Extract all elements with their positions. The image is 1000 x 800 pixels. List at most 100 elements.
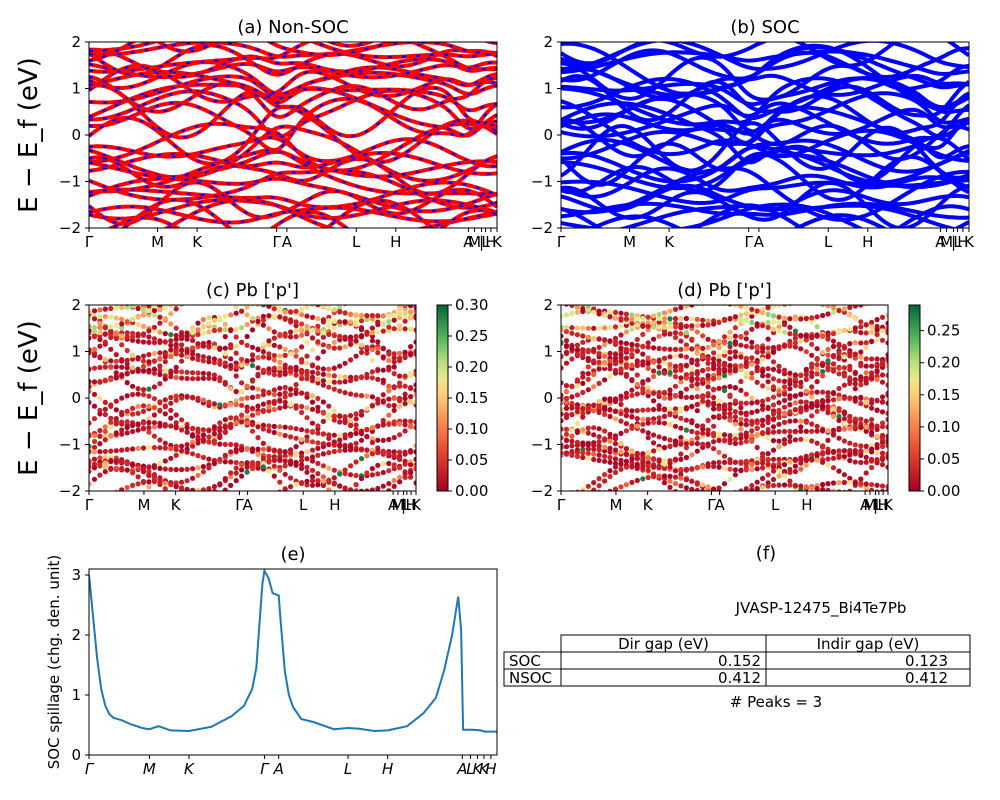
data-point <box>200 469 206 475</box>
colorbar-tick-label: 0.15 <box>455 389 488 407</box>
data-point <box>836 354 842 360</box>
data-point <box>841 448 848 454</box>
data-point <box>711 463 717 469</box>
data-point <box>727 493 732 498</box>
data-point <box>667 361 673 368</box>
data-point <box>402 310 408 316</box>
data-point <box>651 419 657 425</box>
x-tick-label: K <box>472 760 483 778</box>
data-point <box>108 466 114 472</box>
data-point <box>645 320 651 326</box>
data-point <box>798 383 804 390</box>
data-point <box>380 450 386 456</box>
data-point <box>651 373 657 380</box>
table-row-box <box>503 668 971 687</box>
data-point <box>678 338 684 344</box>
data-point <box>402 449 408 455</box>
data-point <box>803 316 809 322</box>
data-point <box>760 417 766 423</box>
data-point <box>651 359 657 365</box>
data-point <box>656 311 662 318</box>
data-point <box>612 351 619 357</box>
data-point <box>814 362 820 368</box>
data-point <box>157 307 163 313</box>
data-point <box>97 325 103 331</box>
data-point <box>596 426 602 432</box>
data-point <box>353 422 359 428</box>
data-point <box>271 306 277 312</box>
data-point <box>97 330 103 336</box>
data-point <box>89 379 92 385</box>
data-point <box>841 438 848 444</box>
data-point <box>397 403 403 409</box>
data-point <box>185 295 190 300</box>
data-point <box>787 418 793 424</box>
data-point <box>108 291 113 296</box>
data-point <box>869 429 875 435</box>
data-point <box>271 463 277 469</box>
data-point <box>754 321 760 327</box>
data-point <box>348 297 353 302</box>
data-point <box>146 308 152 314</box>
data-point <box>847 353 853 359</box>
data-point <box>738 312 744 318</box>
data-point <box>738 435 744 441</box>
data-point <box>765 353 771 359</box>
data-point <box>781 411 788 417</box>
data-point <box>815 299 820 304</box>
x-tick-label: M <box>143 760 156 778</box>
data-point <box>847 425 853 432</box>
data-point <box>727 437 733 443</box>
data-point <box>651 313 657 319</box>
data-point <box>732 333 739 339</box>
data-point <box>358 325 365 331</box>
data-point <box>645 314 651 320</box>
data-point <box>803 366 809 372</box>
data-point <box>852 442 858 448</box>
data-point <box>836 417 842 423</box>
data-point <box>299 465 305 472</box>
data-point <box>282 463 288 469</box>
x-tick-label: Γ <box>85 760 95 778</box>
data-point <box>331 408 337 414</box>
data-point <box>206 359 212 365</box>
data-point <box>776 414 782 420</box>
data-point <box>634 381 640 388</box>
data-point <box>798 405 804 411</box>
data-point <box>293 462 299 468</box>
data-point <box>852 381 858 387</box>
data-point <box>135 386 141 392</box>
data-point <box>798 372 804 378</box>
data-point <box>661 435 668 442</box>
data-point <box>135 421 141 427</box>
data-point <box>391 395 397 401</box>
data-point <box>727 493 732 498</box>
data-point <box>228 459 234 465</box>
data-point <box>277 448 283 454</box>
data-point <box>102 357 108 363</box>
data-point <box>119 373 125 379</box>
data-point <box>798 338 804 344</box>
x-tick-label: K <box>643 496 654 514</box>
data-point <box>326 331 332 337</box>
data-point <box>358 318 365 324</box>
data-point <box>89 432 92 438</box>
data-point <box>640 323 646 329</box>
data-point <box>580 450 586 456</box>
data-point <box>239 446 245 452</box>
data-point <box>222 452 228 458</box>
data-point <box>885 464 888 470</box>
data-point <box>343 282 348 287</box>
data-point <box>591 408 597 414</box>
data-point <box>879 450 886 456</box>
data-point <box>151 350 157 357</box>
data-point <box>397 373 403 379</box>
data-point <box>678 451 684 457</box>
y-tick-label: 0 <box>543 389 553 407</box>
data-point <box>852 425 858 431</box>
data-point <box>358 456 365 462</box>
data-point <box>249 448 256 454</box>
data-point <box>206 495 211 500</box>
data-point <box>683 477 690 483</box>
